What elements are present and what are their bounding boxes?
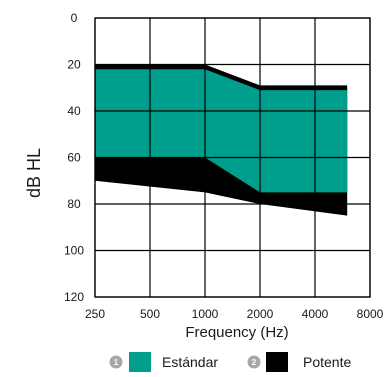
x-tick-label: 4000 xyxy=(302,307,329,321)
legend-number-badge xyxy=(109,355,123,369)
x-tick-label: 500 xyxy=(140,307,160,321)
x-tick-label: 8000 xyxy=(357,307,384,321)
band-estandar xyxy=(95,69,348,193)
y-tick-labels: 0 20 40 60 80 100 120 xyxy=(64,11,84,304)
x-tick-labels: 250 500 1000 2000 4000 8000 xyxy=(85,307,384,321)
legend-swatch xyxy=(129,352,151,372)
y-tick-label: 20 xyxy=(67,58,81,72)
y-tick-label: 100 xyxy=(64,244,84,258)
legend-number: 1 xyxy=(114,358,119,367)
x-tick-label: 250 xyxy=(85,307,105,321)
y-tick-label: 0 xyxy=(71,11,78,25)
y-tick-label: 60 xyxy=(67,151,81,165)
bands-layer xyxy=(95,64,348,216)
grid-layer xyxy=(94,17,371,298)
legend-label: Estándar xyxy=(162,354,218,370)
x-tick-label: 2000 xyxy=(247,307,274,321)
legend-label: Potente xyxy=(303,354,351,370)
y-tick-label: 80 xyxy=(67,197,81,211)
legend: 1 Estándar 2 Potente xyxy=(109,352,351,372)
legend-swatch xyxy=(266,352,288,372)
legend-item-estandar: 1 Estándar xyxy=(109,352,218,372)
y-axis-title: dB HL xyxy=(24,148,44,198)
legend-number-badge xyxy=(247,355,261,369)
legend-number: 2 xyxy=(252,358,257,367)
legend-item-potente: 2 Potente xyxy=(247,352,351,372)
x-axis-title: Frequency (Hz) xyxy=(185,324,288,341)
x-tick-label: 1000 xyxy=(192,307,219,321)
y-tick-label: 40 xyxy=(67,104,81,118)
y-tick-label: 120 xyxy=(64,290,84,304)
